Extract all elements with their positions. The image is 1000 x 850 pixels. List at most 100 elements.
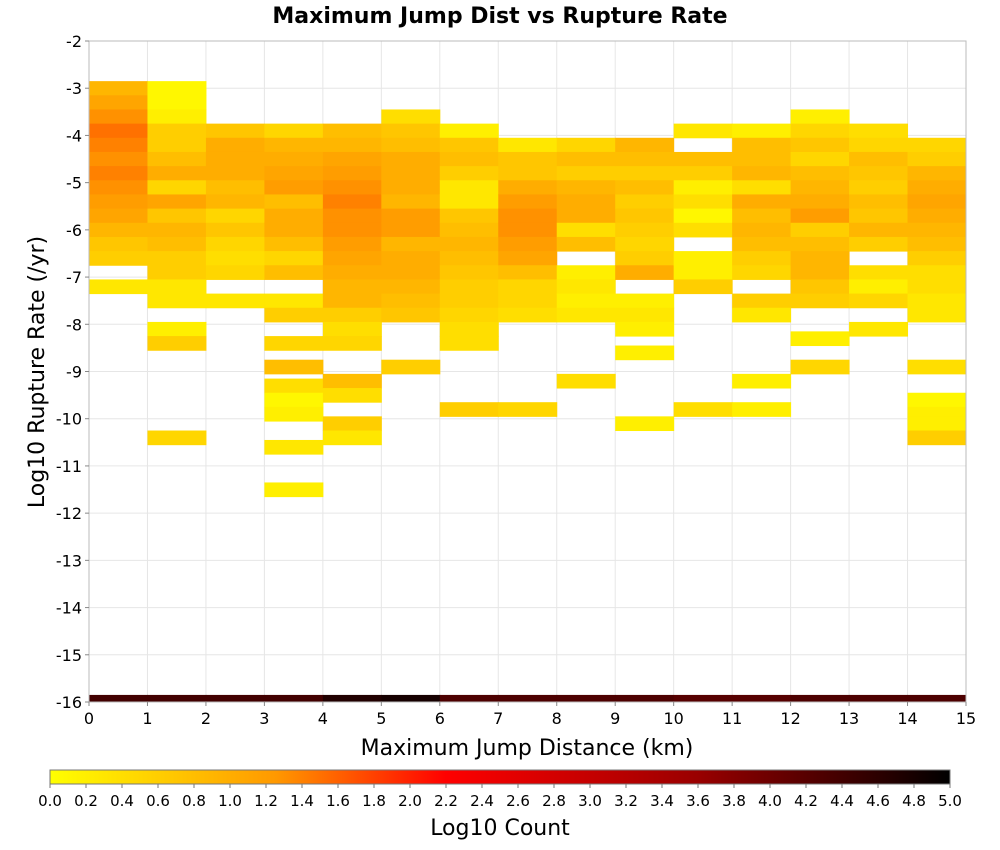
- heatmap-cell: [907, 166, 967, 181]
- heatmap-cell: [322, 180, 382, 195]
- colorbar-tick-label: 4.8: [902, 792, 926, 810]
- heatmap-cell: [790, 279, 850, 295]
- heatmap-cell: [205, 236, 265, 252]
- heatmap-cell: [790, 137, 850, 153]
- heatmap-cell: [439, 336, 499, 351]
- heatmap-cell: [732, 402, 792, 417]
- heatmap-cell: [322, 336, 382, 351]
- heatmap-cell: [732, 194, 792, 210]
- heatmap-cell: [498, 307, 558, 323]
- colorbar-tick-label: 0.6: [146, 792, 170, 810]
- heatmap-cell: [322, 151, 382, 167]
- heatmap-cell: [439, 236, 499, 252]
- heatmap-cell: [907, 151, 967, 167]
- colorbar-tick-label: 2.2: [434, 792, 458, 810]
- heatmap-cell: [322, 236, 382, 252]
- heatmap-cell: [381, 180, 441, 195]
- heatmap-cell: [790, 236, 850, 252]
- heatmap-cell: [147, 321, 207, 337]
- heatmap-cell: [264, 151, 324, 167]
- heatmap-cell: [790, 694, 850, 702]
- heatmap-cell: [790, 331, 850, 347]
- colorbar-tick-label: 3.2: [614, 792, 638, 810]
- heatmap-cell: [89, 208, 148, 224]
- heatmap-cell: [147, 137, 207, 153]
- colorbar-tick-label: 5.0: [938, 792, 962, 810]
- x-tick-label: 15: [956, 709, 976, 728]
- heatmap-cell: [205, 694, 265, 702]
- heatmap-cell: [615, 180, 675, 195]
- heatmap-cell: [790, 123, 850, 139]
- heatmap-cell: [322, 373, 382, 389]
- heatmap-cell: [147, 208, 207, 224]
- heatmap-cell: [147, 279, 207, 295]
- x-tick-label: 1: [142, 709, 152, 728]
- heatmap-cell: [322, 388, 382, 403]
- heatmap-cell: [205, 180, 265, 195]
- heatmap-cell: [732, 236, 792, 252]
- heatmap-cell: [907, 307, 967, 323]
- heatmap-cell: [907, 265, 967, 280]
- heatmap-cell: [615, 293, 675, 309]
- heatmap-cell: [732, 180, 792, 195]
- heatmap-cell: [790, 265, 850, 280]
- heatmap-cell: [439, 180, 499, 195]
- y-tick-label: -15: [56, 646, 82, 665]
- heatmap-cell: [498, 137, 558, 153]
- heatmap-cell: [147, 123, 207, 139]
- colorbar-tick-label: 3.0: [578, 792, 602, 810]
- heatmap-cell: [322, 222, 382, 238]
- heatmap-cell: [381, 236, 441, 252]
- heatmap-cell: [732, 208, 792, 224]
- heatmap-cell: [849, 321, 909, 337]
- colorbar-tick-label: 1.2: [254, 792, 278, 810]
- heatmap-cell: [907, 236, 967, 252]
- heatmap-cell: [381, 694, 441, 702]
- x-tick-label: 9: [610, 709, 620, 728]
- heatmap-cell: [849, 279, 909, 295]
- heatmap-cell: [790, 251, 850, 266]
- heatmap-cell: [498, 279, 558, 295]
- colorbar-tick-label: 0.4: [110, 792, 134, 810]
- heatmap-cell: [205, 208, 265, 224]
- colorbar-tick-label: 4.6: [866, 792, 890, 810]
- heatmap-cell: [615, 416, 675, 432]
- heatmap-cell: [381, 109, 441, 125]
- heatmap-cell: [615, 236, 675, 252]
- x-tick-label: 7: [493, 709, 503, 728]
- heatmap-cell: [907, 194, 967, 210]
- heatmap-cell: [498, 151, 558, 167]
- heatmap-cell: [673, 402, 733, 417]
- heatmap-cell: [89, 137, 148, 153]
- heatmap-cell: [615, 194, 675, 210]
- heatmap-cell: [89, 166, 148, 181]
- heatmap-cell: [615, 222, 675, 238]
- heatmap-cell: [556, 373, 616, 389]
- colorbar: [49, 769, 951, 785]
- colorbar-tick-label: 3.4: [650, 792, 674, 810]
- heatmap-cell: [264, 123, 324, 139]
- heatmap-cell: [849, 137, 909, 153]
- heatmap-cell: [205, 222, 265, 238]
- heatmap-cell: [439, 265, 499, 280]
- heatmap-cell: [264, 208, 324, 224]
- heatmap-cell: [790, 194, 850, 210]
- heatmap-cell: [556, 180, 616, 195]
- y-tick-label: -13: [56, 551, 82, 570]
- y-tick-label: -12: [56, 504, 82, 523]
- heatmap-cell: [439, 222, 499, 238]
- heatmap-cell: [498, 180, 558, 195]
- heatmap-cell: [673, 123, 733, 139]
- heatmap-cell: [264, 378, 324, 394]
- heatmap-cell: [732, 137, 792, 153]
- heatmap-cell: [673, 222, 733, 238]
- heatmap-cell: [322, 430, 382, 446]
- heatmap-cell: [849, 151, 909, 167]
- heatmap-cell: [381, 166, 441, 181]
- heatmap-cell: [498, 265, 558, 280]
- heatmap-cell: [147, 293, 207, 309]
- colorbar-tick-label: 4.2: [794, 792, 818, 810]
- heatmap-cell: [89, 95, 148, 110]
- colorbar-tick-label: 3.6: [686, 792, 710, 810]
- heatmap-cell: [264, 194, 324, 210]
